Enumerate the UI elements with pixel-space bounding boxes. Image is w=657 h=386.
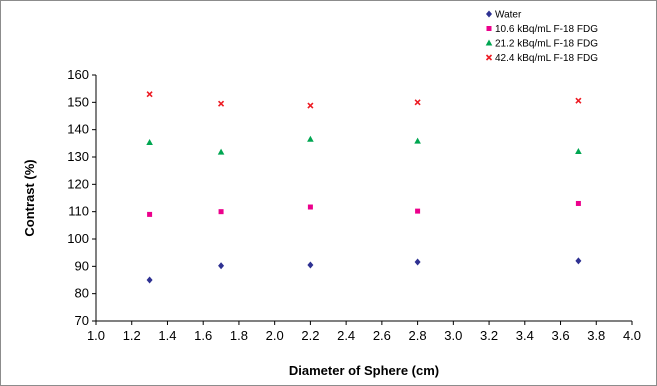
legend-label-2: 10.6 kBq/mL F-18 FDG <box>495 24 598 35</box>
x-tick-label: 3.2 <box>480 328 498 343</box>
data-point-series-2 <box>575 200 581 206</box>
x-tick-label: 2.0 <box>266 328 284 343</box>
y-tick-label: 150 <box>67 94 89 109</box>
data-point-series-1 <box>307 261 314 269</box>
data-point-series-4 <box>575 97 582 104</box>
x-tick-label: 3.0 <box>444 328 462 343</box>
x-tick-label: 2.8 <box>409 328 427 343</box>
data-point-series-2 <box>415 208 421 214</box>
data-point-series-2 <box>147 211 153 217</box>
data-point-series-2 <box>307 204 313 210</box>
x-tick-label: 1.8 <box>230 328 248 343</box>
legend-label-3: 21.2 kBq/mL F-18 FDG <box>495 39 598 50</box>
x-tick-label: 1.6 <box>194 328 212 343</box>
legend-marker-3 <box>485 39 493 46</box>
data-point-series-1 <box>575 257 582 265</box>
legend-marker-2 <box>486 26 492 31</box>
y-tick-label: 120 <box>67 176 89 191</box>
data-point-series-1 <box>414 258 421 266</box>
legend-marker-4 <box>485 54 493 61</box>
y-tick-label: 100 <box>67 231 89 246</box>
y-tick-label: 110 <box>68 204 89 219</box>
data-point-series-1 <box>218 262 225 270</box>
y-tick-label: 130 <box>67 149 89 164</box>
x-tick-label: 1.4 <box>158 328 176 343</box>
x-tick-label: 1.0 <box>87 328 105 343</box>
y-tick-label: 160 <box>67 67 89 82</box>
x-tick-label: 4.0 <box>623 328 641 343</box>
y-tick-label: 70 <box>75 313 89 328</box>
data-point-series-3 <box>307 135 314 142</box>
data-point-series-4 <box>414 99 421 106</box>
x-tick-label: 3.8 <box>587 328 605 343</box>
x-tick-label: 2.4 <box>337 328 355 343</box>
y-tick-label: 140 <box>67 122 89 137</box>
data-point-series-3 <box>217 148 225 155</box>
y-tick-label: 90 <box>75 258 89 273</box>
legend-label-4: 42.4 kBq/mL F-18 FDG <box>495 53 598 64</box>
data-point-series-3 <box>575 148 582 155</box>
x-tick-label: 1.2 <box>123 328 141 343</box>
x-axis-title: Diameter of Sphere (cm) <box>289 363 439 378</box>
data-point-series-4 <box>146 91 153 98</box>
data-point-series-4 <box>307 102 314 109</box>
data-point-series-2 <box>218 209 224 215</box>
x-tick-label: 3.6 <box>551 328 569 343</box>
data-point-series-4 <box>218 100 225 107</box>
legend-marker-1 <box>486 10 492 18</box>
data-point-series-3 <box>146 139 153 146</box>
x-tick-label: 3.4 <box>516 328 534 343</box>
x-tick-label: 2.6 <box>373 328 391 343</box>
legend-label-1: Water <box>495 10 522 21</box>
y-tick-label: 80 <box>75 286 89 301</box>
y-axis-title: Contrast (%) <box>22 159 37 236</box>
x-tick-label: 2.2 <box>301 328 319 343</box>
data-point-series-1 <box>146 276 153 284</box>
data-point-series-3 <box>414 137 421 144</box>
